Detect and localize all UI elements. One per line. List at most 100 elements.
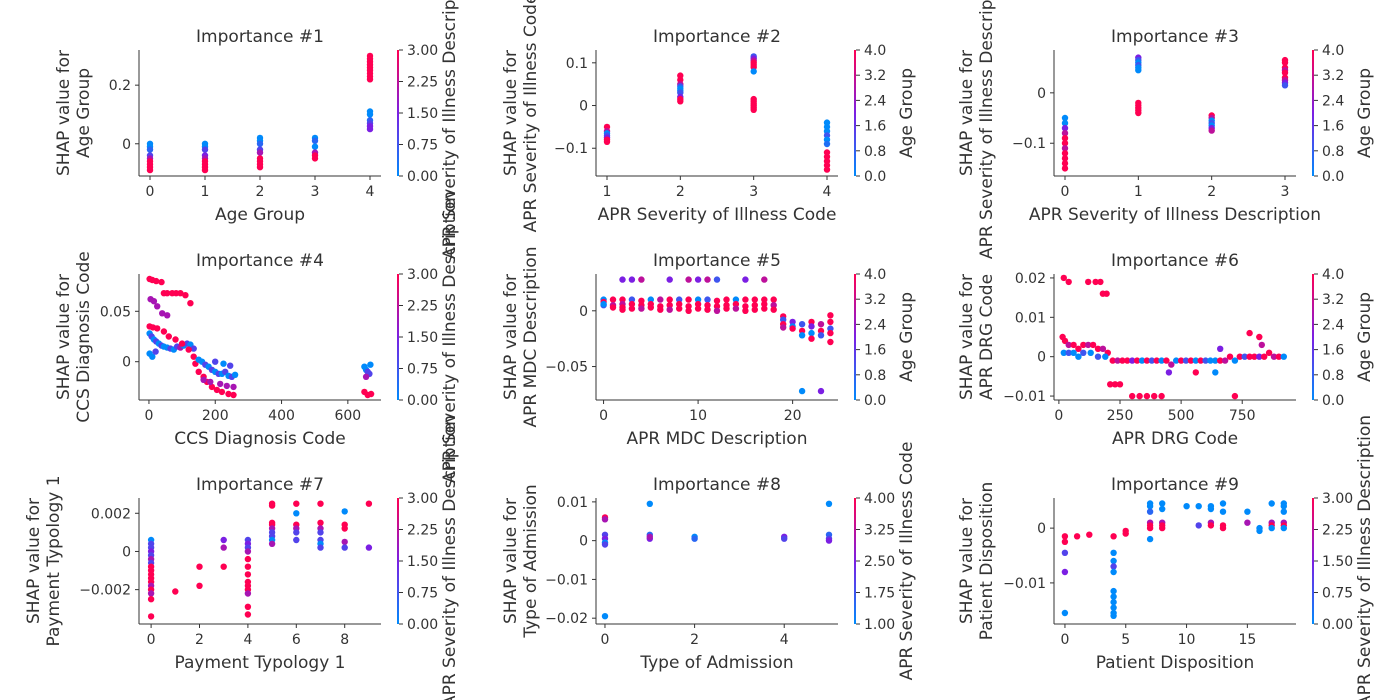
- data-point: [190, 345, 197, 352]
- data-point: [217, 380, 224, 388]
- colorbar-tick-label: 1.6: [1322, 119, 1344, 135]
- data-point: [1256, 353, 1263, 360]
- data-point: [1103, 290, 1110, 297]
- colorbar-tick-label: 3.2: [864, 292, 886, 308]
- y-axis-label-line: APR DRG Code: [977, 274, 997, 400]
- colorbar-label: Age Group: [1355, 292, 1375, 382]
- data-point: [1192, 357, 1200, 364]
- data-point: [1159, 505, 1166, 513]
- data-point: [218, 388, 226, 396]
- data-point: [1114, 357, 1121, 364]
- data-point: [1158, 357, 1165, 364]
- y-tick-label: −0.01: [1003, 389, 1046, 405]
- chart-panel-5: Importance #5 0 10 20 −0.05 0 APR MDC Descript…: [501, 247, 917, 449]
- data-point: [154, 303, 161, 310]
- data-point: [146, 146, 154, 153]
- chart-panel-3: Importance #3 0 1 2 3 −0.1 0 APR Severity of Il…: [957, 0, 1375, 259]
- data-point: [1102, 353, 1109, 360]
- colorbar-tick-label: 3.25: [864, 523, 895, 539]
- data-point: [147, 590, 155, 597]
- data-point: [1133, 357, 1141, 364]
- colorbar-label: Age Group: [1355, 68, 1375, 158]
- data-point: [704, 302, 711, 309]
- data-point: [317, 519, 324, 526]
- colorbar-label: APR Severity of Illness Description: [1355, 415, 1375, 700]
- data-point: [1061, 155, 1069, 162]
- data-point: [601, 613, 609, 620]
- chart-title: Importance #7: [196, 475, 324, 495]
- chart-title: Importance #2: [653, 27, 781, 47]
- y-tick-label: −0.01: [545, 572, 588, 588]
- x-tick-label: 10: [689, 408, 707, 424]
- data-point: [666, 296, 673, 303]
- chart-title: Importance #8: [653, 475, 781, 495]
- data-point: [1244, 519, 1251, 526]
- data-point: [1116, 381, 1124, 388]
- y-tick-label: 0: [122, 137, 131, 153]
- x-tick-label: 250: [1107, 408, 1134, 424]
- x-tick-label: 10: [1178, 632, 1196, 648]
- colorbar-tick-label: 2.25: [1322, 523, 1353, 539]
- data-point: [685, 307, 692, 314]
- data-point: [225, 390, 232, 398]
- data-point: [825, 537, 833, 544]
- data-point: [732, 300, 740, 308]
- data-point: [1163, 357, 1170, 364]
- colorbar-tick-label: 0.00: [407, 169, 438, 185]
- colorbar-tick-label: 2.4: [864, 317, 886, 333]
- x-axis-label: APR Severity of Illness Code: [598, 205, 837, 225]
- data-point: [694, 305, 702, 312]
- x-tick-label: 2: [676, 184, 685, 200]
- data-point: [1202, 357, 1209, 364]
- colorbar-tick-label: 2.4: [1322, 317, 1344, 333]
- data-point: [1195, 522, 1202, 529]
- data-point: [713, 276, 721, 283]
- data-point: [152, 348, 159, 355]
- x-tick-label: 4: [243, 632, 252, 648]
- colorbar-tick-label: 0.8: [1322, 144, 1344, 160]
- data-point: [256, 149, 264, 156]
- colorbar-tick-label: 0.00: [407, 393, 438, 409]
- x-tick-label: 1: [1134, 184, 1143, 200]
- data-point: [1212, 369, 1219, 376]
- data-point: [1086, 531, 1093, 538]
- data-point: [1182, 357, 1190, 364]
- data-point: [1089, 341, 1097, 349]
- data-point: [751, 296, 758, 303]
- chart-title: Importance #9: [1111, 475, 1239, 495]
- colorbar-tick-label: 1.50: [407, 554, 438, 570]
- colorbar-tick-label: 1.00: [864, 617, 895, 633]
- x-axis-label: Age Group: [215, 205, 305, 225]
- y-axis-label-line: SHAP value for: [957, 50, 977, 176]
- data-point: [227, 362, 234, 369]
- y-axis-label: SHAP value for APR DRG Code: [957, 274, 997, 400]
- data-point: [1146, 503, 1154, 510]
- colorbar-label: APR Severity of Illness Description: [440, 191, 460, 483]
- colorbar-tick-label: 0.8: [864, 368, 886, 384]
- data-point: [256, 164, 264, 171]
- colorbar-tick-label: 0.0: [1322, 393, 1344, 409]
- data-point: [609, 304, 617, 311]
- data-point: [694, 300, 702, 308]
- data-point: [1217, 357, 1224, 364]
- data-point: [1136, 392, 1143, 400]
- data-point: [213, 386, 221, 394]
- data-point: [713, 307, 721, 314]
- x-tick-label: 0: [1060, 632, 1069, 648]
- x-tick-label: 2: [195, 632, 204, 648]
- data-point: [1217, 345, 1224, 352]
- y-axis-label: SHAP value for Patient Disposition: [957, 482, 997, 641]
- data-point: [823, 166, 831, 173]
- data-point: [196, 582, 203, 589]
- x-tick-label: 200: [202, 408, 229, 424]
- data-point: [341, 544, 348, 551]
- colorbar-tick-label: 2.4: [864, 93, 886, 109]
- data-point: [190, 353, 197, 360]
- y-tick-label: 0.01: [1015, 310, 1046, 326]
- data-point: [1261, 353, 1268, 360]
- data-point: [1080, 341, 1087, 349]
- data-point: [165, 333, 172, 340]
- x-tick-label: 2: [690, 632, 699, 648]
- data-point: [244, 548, 252, 555]
